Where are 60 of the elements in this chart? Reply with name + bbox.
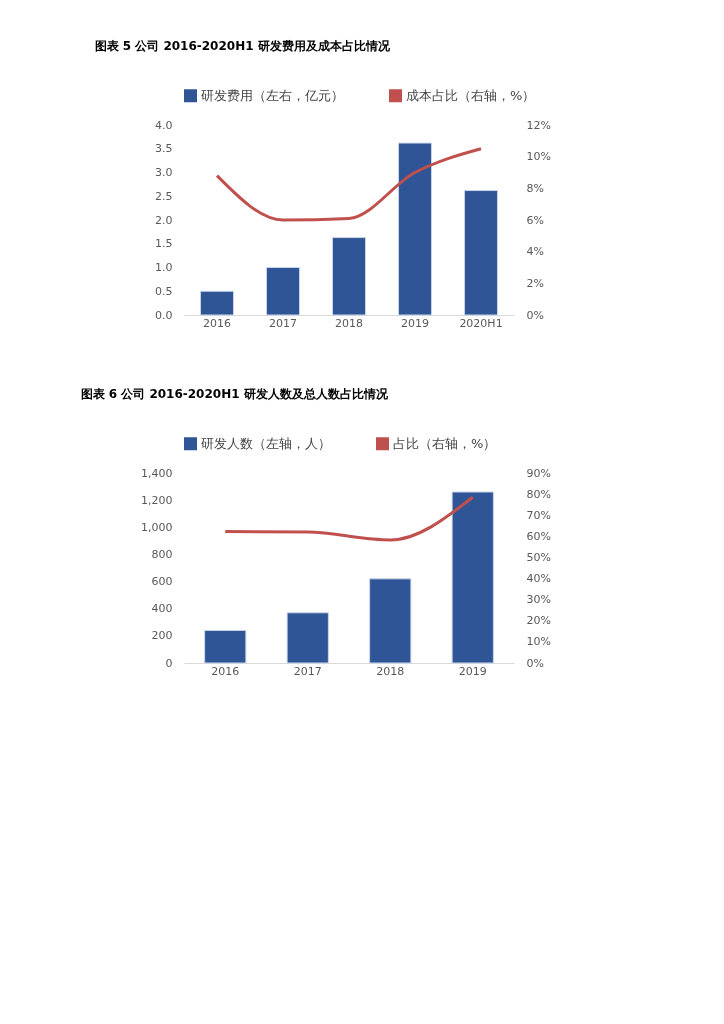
y-tick-label: 0	[165, 656, 173, 670]
y-tick-label: 3.5	[155, 142, 173, 156]
bar	[369, 578, 412, 664]
legend-label: 成本占比（右轴，%）	[406, 87, 536, 103]
y-tick-label: 1.0	[155, 261, 173, 274]
y-tick-label: 1,200	[141, 493, 173, 507]
y2-tick-label: 50%	[526, 550, 551, 564]
x-tick-label: 2020H1	[459, 316, 503, 330]
bar	[266, 267, 300, 316]
x-tick-label: 2016	[211, 664, 240, 678]
x-tick-label: 2018	[335, 316, 363, 330]
y2-tick-label: 8%	[526, 181, 544, 195]
y2-tick-label: 20%	[526, 614, 551, 628]
x-tick-label: 2018	[376, 664, 405, 678]
chart-title: 图表 6 公司 2016-2020H1 研发人数及总人数占比情况	[80, 387, 389, 401]
y2-tick-label: 0%	[526, 308, 544, 322]
line-series	[223, 495, 475, 542]
y2-tick-label: 30%	[526, 593, 551, 607]
bar	[464, 190, 498, 316]
y-tick-label: 3.0	[155, 166, 173, 179]
y-tick-label: 2.0	[155, 213, 173, 227]
legend-label: 研发人数（左轴，人）	[201, 435, 331, 451]
y2-tick-label: 70%	[526, 508, 551, 522]
y2-tick-label: 4%	[526, 245, 544, 259]
y-tick-label: 1,000	[141, 520, 173, 534]
y-tick-label: 800	[151, 547, 173, 561]
y-tick-label: 600	[151, 575, 173, 589]
bar	[204, 629, 247, 664]
chart-title: 图表 5 公司 2016-2020H1 研发费用及成本占比情况	[94, 39, 391, 53]
legend-label: 占比（右轴，%）	[393, 435, 497, 451]
x-tick-label: 2016	[203, 316, 231, 330]
x-tick-label: 2019	[458, 664, 487, 678]
bar	[451, 491, 494, 664]
y-tick-label: 200	[151, 629, 173, 643]
x-tick-label: 2019	[401, 316, 429, 330]
y2-tick-label: 10%	[526, 150, 551, 164]
line-series	[215, 147, 483, 222]
y-tick-label: 4.0	[155, 118, 173, 132]
x-tick-label: 2017	[293, 664, 322, 678]
y2-tick-label: 6%	[526, 213, 544, 227]
y-tick-label: 0.5	[155, 284, 173, 298]
bar	[200, 290, 234, 316]
y-tick-label: 1,400	[141, 466, 173, 480]
y2-tick-label: 2%	[526, 276, 544, 290]
y2-tick-label: 90%	[526, 466, 551, 480]
y2-tick-label: 80%	[526, 487, 551, 501]
y2-tick-label: 12%	[526, 118, 551, 132]
bar	[398, 142, 432, 316]
x-tick-label: 2017	[269, 316, 297, 330]
bar	[286, 612, 329, 664]
y2-tick-label: 0%	[526, 656, 544, 670]
y-tick-label: 2.5	[155, 189, 173, 203]
y2-tick-label: 10%	[526, 635, 551, 649]
y-tick-label: 0.0	[155, 308, 173, 322]
y2-tick-label: 40%	[526, 572, 551, 586]
y-tick-label: 400	[151, 602, 173, 616]
legend-label: 研发费用（左右，亿元）	[201, 87, 344, 103]
y-tick-label: 1.5	[155, 237, 173, 251]
y2-tick-label: 60%	[526, 529, 551, 543]
bar	[332, 237, 366, 316]
